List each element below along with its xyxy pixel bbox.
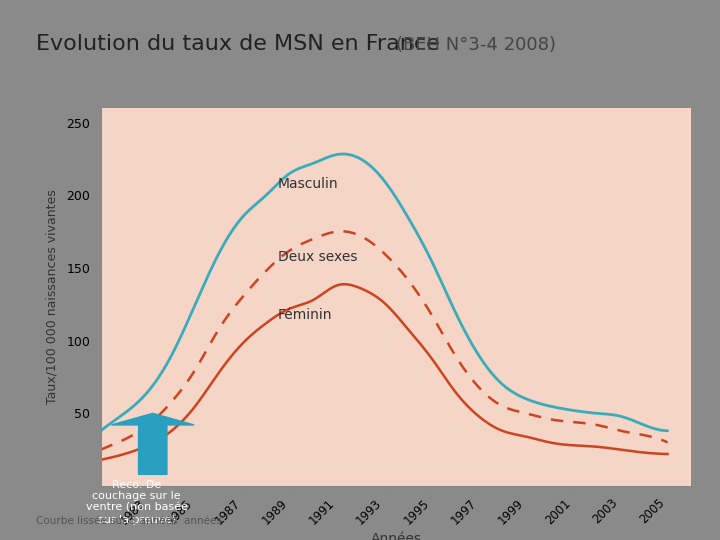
- Y-axis label: Taux/100 000 naissances vivantes: Taux/100 000 naissances vivantes: [45, 190, 58, 404]
- FancyArrow shape: [112, 413, 194, 474]
- Text: Reco. De
couchage sur le
ventre (non basée
sur la preuve): Reco. De couchage sur le ventre (non bas…: [86, 480, 188, 524]
- Text: Féminin: Féminin: [278, 308, 333, 322]
- Text: Courbe lissée sur 3 années  années: Courbe lissée sur 3 années années: [36, 516, 222, 526]
- Text: Deux sexes: Deux sexes: [278, 249, 357, 264]
- Text: (BEH N°3-4 2008): (BEH N°3-4 2008): [396, 36, 556, 54]
- X-axis label: Années: Années: [370, 532, 422, 540]
- Text: Masculin: Masculin: [278, 177, 338, 191]
- Text: Evolution du taux de MSN en France: Evolution du taux de MSN en France: [36, 34, 440, 54]
